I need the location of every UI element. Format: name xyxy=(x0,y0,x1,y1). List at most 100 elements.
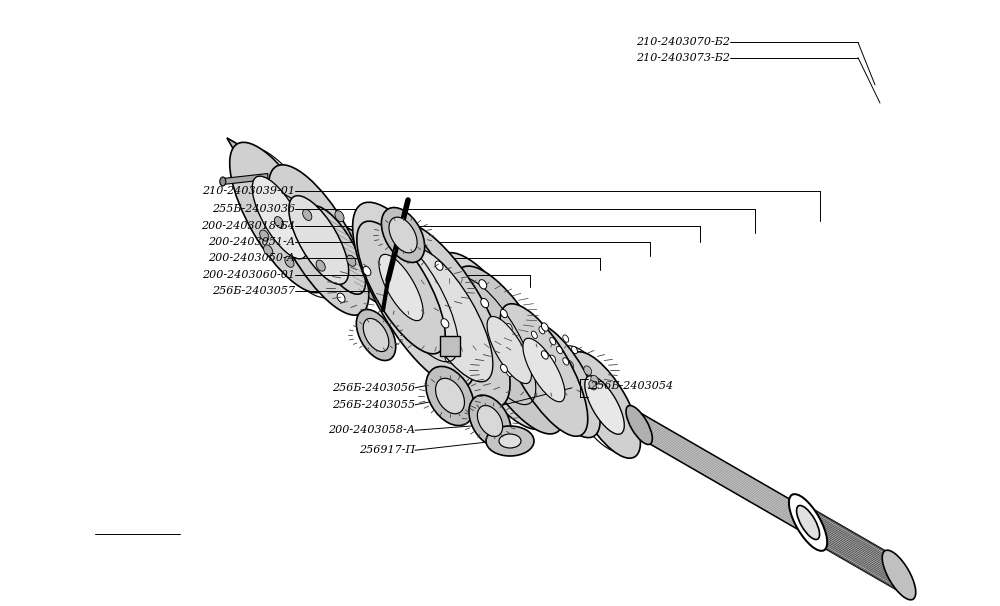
Ellipse shape xyxy=(531,331,537,339)
Ellipse shape xyxy=(445,355,452,363)
Ellipse shape xyxy=(797,505,820,539)
Ellipse shape xyxy=(366,243,375,255)
Ellipse shape xyxy=(539,327,545,334)
Ellipse shape xyxy=(541,351,548,359)
Ellipse shape xyxy=(572,346,577,354)
Text: 200-2403050-А: 200-2403050-А xyxy=(208,253,295,263)
Ellipse shape xyxy=(441,346,447,354)
Ellipse shape xyxy=(356,310,396,361)
Text: 210-2403070-Б2: 210-2403070-Б2 xyxy=(636,38,730,47)
Ellipse shape xyxy=(506,364,512,371)
Ellipse shape xyxy=(426,367,474,425)
Ellipse shape xyxy=(220,177,226,186)
Ellipse shape xyxy=(469,395,511,447)
Text: 210-2403039-01: 210-2403039-01 xyxy=(202,186,295,196)
Polygon shape xyxy=(311,207,439,338)
Polygon shape xyxy=(564,347,635,457)
Ellipse shape xyxy=(481,298,489,308)
Polygon shape xyxy=(227,138,322,291)
Polygon shape xyxy=(377,213,501,406)
Ellipse shape xyxy=(539,366,545,373)
Ellipse shape xyxy=(404,248,493,382)
Text: 256Б-2403056: 256Б-2403056 xyxy=(332,383,415,393)
Text: 210-2403073-Б2: 210-2403073-Б2 xyxy=(636,53,730,62)
Ellipse shape xyxy=(486,426,534,456)
Ellipse shape xyxy=(522,322,600,438)
Ellipse shape xyxy=(501,364,507,373)
Ellipse shape xyxy=(477,405,503,436)
Ellipse shape xyxy=(435,253,552,430)
Ellipse shape xyxy=(569,352,640,458)
Text: 200-2403051-А: 200-2403051-А xyxy=(208,238,295,247)
Ellipse shape xyxy=(463,355,469,362)
Ellipse shape xyxy=(381,207,425,262)
Ellipse shape xyxy=(260,230,269,241)
Text: 256Б-2403057: 256Б-2403057 xyxy=(212,286,295,296)
Text: 256917-П: 256917-П xyxy=(359,445,415,455)
Ellipse shape xyxy=(389,217,417,253)
Ellipse shape xyxy=(445,319,452,327)
Text: 256Б-2403055: 256Б-2403055 xyxy=(332,400,415,410)
Ellipse shape xyxy=(269,165,369,315)
Ellipse shape xyxy=(534,387,542,396)
Ellipse shape xyxy=(538,346,584,414)
Ellipse shape xyxy=(435,261,443,270)
Ellipse shape xyxy=(307,206,366,295)
Polygon shape xyxy=(798,501,913,599)
Polygon shape xyxy=(440,336,460,356)
Ellipse shape xyxy=(353,202,475,388)
Ellipse shape xyxy=(456,346,462,354)
Ellipse shape xyxy=(274,216,284,228)
Ellipse shape xyxy=(450,335,456,342)
Ellipse shape xyxy=(575,388,583,398)
Text: 200-2403060-01: 200-2403060-01 xyxy=(202,270,295,279)
Ellipse shape xyxy=(360,220,369,231)
Ellipse shape xyxy=(387,222,510,408)
Polygon shape xyxy=(223,173,268,184)
Ellipse shape xyxy=(523,338,565,402)
Ellipse shape xyxy=(524,378,532,387)
Ellipse shape xyxy=(789,494,827,551)
Polygon shape xyxy=(478,306,553,401)
Ellipse shape xyxy=(436,378,464,414)
Ellipse shape xyxy=(303,209,312,221)
Ellipse shape xyxy=(550,355,556,362)
Ellipse shape xyxy=(554,391,562,400)
Ellipse shape xyxy=(481,362,487,369)
Ellipse shape xyxy=(506,369,512,376)
Ellipse shape xyxy=(528,368,536,377)
Ellipse shape xyxy=(544,361,552,370)
Ellipse shape xyxy=(316,260,325,271)
Ellipse shape xyxy=(379,255,423,321)
Ellipse shape xyxy=(584,366,592,375)
Ellipse shape xyxy=(479,279,487,289)
Text: 200-2403058-А: 200-2403058-А xyxy=(328,425,415,435)
Ellipse shape xyxy=(506,324,512,331)
Polygon shape xyxy=(266,184,341,279)
Ellipse shape xyxy=(335,211,344,222)
Ellipse shape xyxy=(363,267,371,276)
Ellipse shape xyxy=(363,318,389,351)
Ellipse shape xyxy=(431,337,438,345)
Ellipse shape xyxy=(230,142,330,293)
Ellipse shape xyxy=(481,331,487,339)
Ellipse shape xyxy=(441,319,449,328)
Ellipse shape xyxy=(886,556,912,594)
Ellipse shape xyxy=(252,176,307,259)
Ellipse shape xyxy=(501,310,507,318)
Ellipse shape xyxy=(499,434,521,448)
Ellipse shape xyxy=(487,316,532,384)
Ellipse shape xyxy=(563,335,569,342)
Polygon shape xyxy=(503,308,594,436)
Ellipse shape xyxy=(357,221,445,354)
Polygon shape xyxy=(246,149,361,314)
Ellipse shape xyxy=(566,361,574,370)
Ellipse shape xyxy=(626,405,652,445)
Ellipse shape xyxy=(370,235,379,245)
Ellipse shape xyxy=(454,266,565,434)
Ellipse shape xyxy=(589,381,597,390)
Ellipse shape xyxy=(264,245,273,256)
Text: 200-2403018-Б4: 200-2403018-Б4 xyxy=(201,221,295,231)
Ellipse shape xyxy=(563,358,569,365)
Ellipse shape xyxy=(500,304,588,436)
